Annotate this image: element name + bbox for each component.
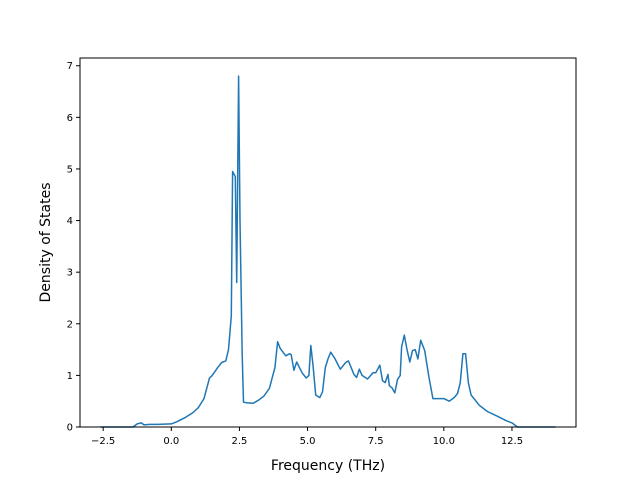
- x-axis-label: Frequency (THz): [271, 458, 385, 474]
- x-axis: −2.5 0.0 2.5 5.0 7.5 10.0 12.5: [91, 427, 523, 447]
- y-tick-label: 6: [67, 113, 73, 124]
- y-tick-label: 3: [67, 268, 73, 279]
- plot-frame: [79, 57, 577, 428]
- x-tick-label: 12.5: [501, 436, 523, 447]
- y-axis: 0 1 2 3 4 5 6 7: [67, 61, 80, 434]
- y-tick-label: 7: [67, 61, 73, 72]
- x-tick-label: 2.5: [231, 436, 247, 447]
- y-tick-label: 5: [67, 164, 73, 175]
- y-tick-label: 4: [67, 216, 73, 227]
- x-tick-label: 7.5: [368, 436, 384, 447]
- y-tick-label: 2: [67, 319, 73, 330]
- x-tick-label: 5.0: [300, 436, 316, 447]
- y-axis-label: Density of States: [38, 183, 54, 303]
- x-tick-label: −2.5: [91, 436, 115, 447]
- y-tick-label: 0: [67, 423, 73, 434]
- y-tick-label: 1: [67, 371, 73, 382]
- x-tick-label: 0.0: [163, 436, 179, 447]
- x-tick-label: 10.0: [433, 436, 455, 447]
- series-line: [100, 75, 556, 428]
- plot-area: [100, 75, 556, 428]
